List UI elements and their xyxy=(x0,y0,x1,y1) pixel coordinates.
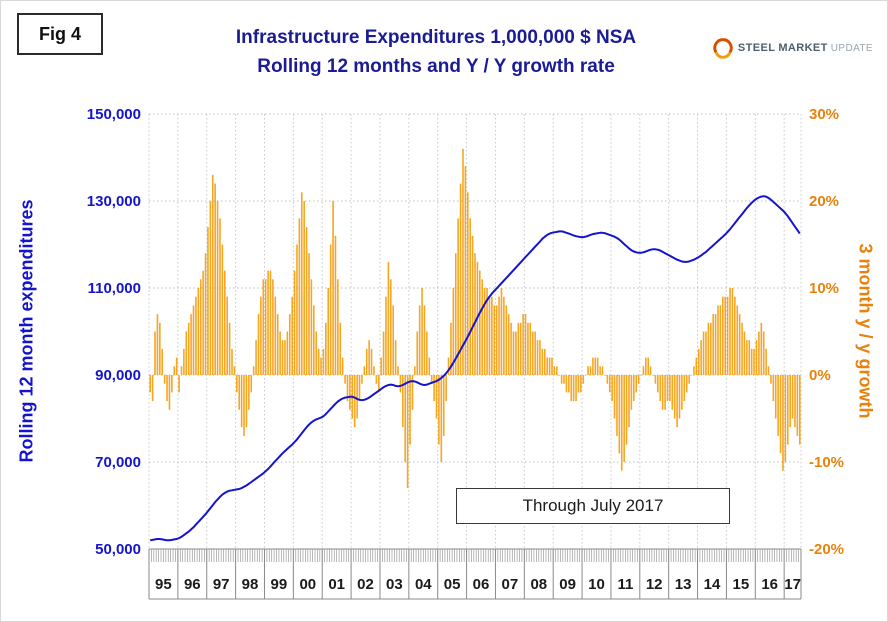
svg-text:0%: 0% xyxy=(809,367,831,384)
right-axis-title: 3 month y / y growth xyxy=(855,243,876,419)
left-axis-title: Rolling 12 month expenditures xyxy=(16,199,37,463)
svg-text:70,000: 70,000 xyxy=(95,454,141,471)
svg-text:110,000: 110,000 xyxy=(88,280,141,297)
logo-swoosh-icon xyxy=(713,38,733,59)
svg-text:09: 09 xyxy=(559,576,576,593)
svg-text:90,000: 90,000 xyxy=(95,367,141,384)
svg-text:30%: 30% xyxy=(809,106,839,123)
logo-word-update: UPDATE xyxy=(830,42,873,54)
chart-title-line2: Rolling 12 months and Y / Y growth rate xyxy=(257,56,615,78)
svg-text:02: 02 xyxy=(357,576,374,593)
svg-text:10: 10 xyxy=(588,576,605,593)
figure-label: Fig 4 xyxy=(38,23,81,44)
svg-text:13: 13 xyxy=(675,576,692,593)
svg-text:16: 16 xyxy=(761,576,778,593)
chart-title: Infrastructure Expenditures 1,000,000 $ … xyxy=(111,23,761,82)
svg-text:04: 04 xyxy=(415,576,432,593)
svg-text:-20%: -20% xyxy=(809,541,844,558)
through-date-annotation: Through July 2017 xyxy=(456,488,730,524)
svg-text:12: 12 xyxy=(646,576,663,593)
svg-text:96: 96 xyxy=(184,576,201,593)
svg-text:01: 01 xyxy=(328,576,345,593)
svg-text:-10%: -10% xyxy=(809,454,844,471)
svg-text:95: 95 xyxy=(155,576,172,593)
svg-text:08: 08 xyxy=(530,576,547,593)
svg-text:50,000: 50,000 xyxy=(95,541,141,558)
logo-word-market: MARKET xyxy=(778,42,828,54)
svg-text:03: 03 xyxy=(386,576,403,593)
svg-text:10%: 10% xyxy=(809,280,839,297)
svg-text:97: 97 xyxy=(213,576,230,593)
svg-text:99: 99 xyxy=(271,576,288,593)
chart-title-line1: Infrastructure Expenditures 1,000,000 $ … xyxy=(235,27,637,48)
svg-text:17: 17 xyxy=(784,576,801,593)
figure-label-box: Fig 4 xyxy=(17,13,103,55)
logo-word-steel: STEEL xyxy=(737,42,776,54)
annotation-text: Through July 2017 xyxy=(522,496,664,515)
svg-text:11: 11 xyxy=(617,576,633,593)
svg-text:98: 98 xyxy=(242,576,259,593)
svg-text:00: 00 xyxy=(299,576,316,593)
svg-text:06: 06 xyxy=(473,576,490,593)
svg-text:130,000: 130,000 xyxy=(87,193,141,210)
svg-text:14: 14 xyxy=(704,576,721,593)
svg-text:20%: 20% xyxy=(809,193,839,210)
svg-text:07: 07 xyxy=(502,576,519,593)
steel-market-update-logo: STEEL MARKET UPDATE xyxy=(711,37,873,59)
svg-text:05: 05 xyxy=(444,576,461,593)
svg-text:15: 15 xyxy=(733,576,750,593)
svg-text:150,000: 150,000 xyxy=(87,106,141,123)
